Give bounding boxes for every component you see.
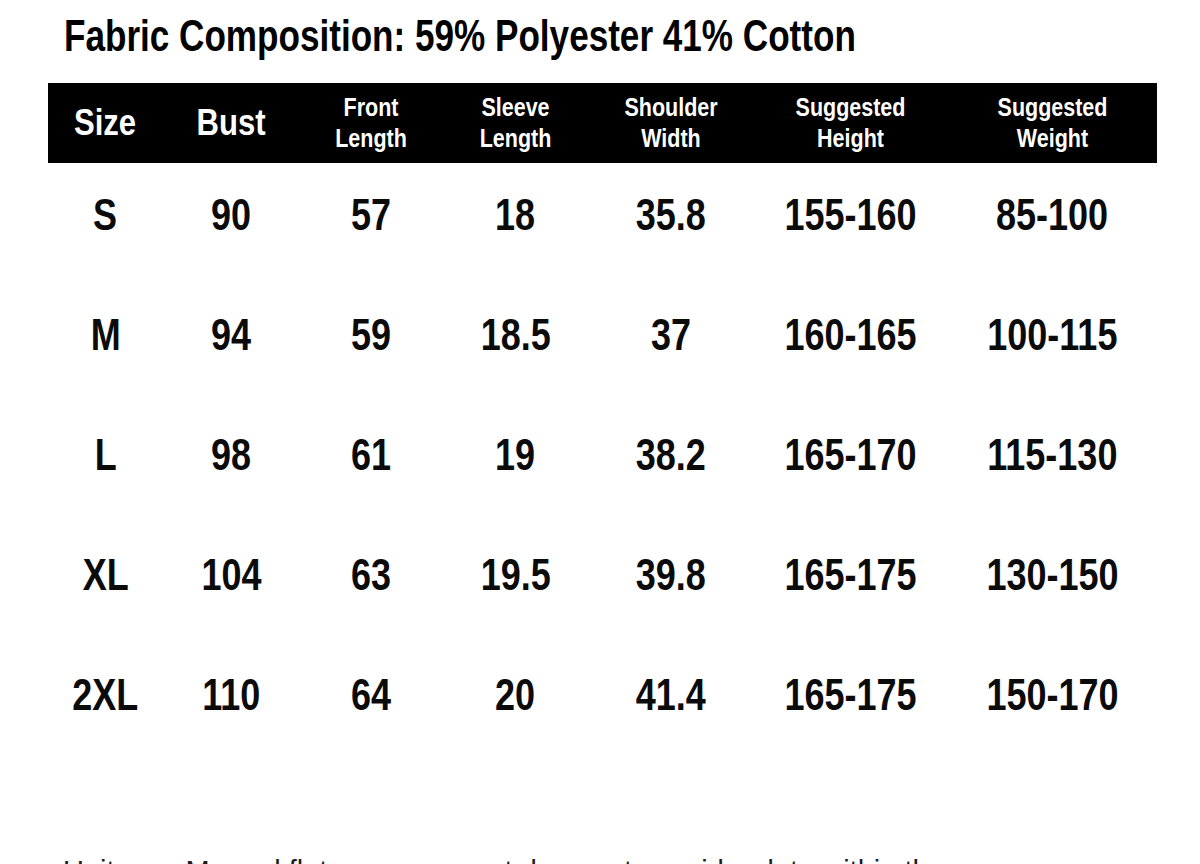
column-header-shoulder-width: Shoulder Width	[589, 83, 753, 163]
table-cell: 63	[300, 515, 442, 635]
table-cell: 37	[589, 275, 753, 395]
table-row-2xl: 2XL 110 64 20 41.4 165-175 150-170	[48, 635, 1157, 755]
page-title: Fabric Composition: 59% Polyester 41% Co…	[64, 10, 1079, 62]
table-cell: 160-165	[753, 275, 948, 395]
table-header-row: Size Bust Front Length Sleeve Length Sho…	[48, 83, 1157, 163]
size-chart-table: Size Bust Front Length Sleeve Length Sho…	[48, 83, 1157, 755]
table-row-s: S 90 57 18 35.8 155-160 85-100	[48, 155, 1157, 275]
table-cell: 165-175	[753, 635, 948, 755]
table-cell: 165-175	[753, 515, 948, 635]
table-cell: 94	[163, 275, 300, 395]
measurement-disclaimer: Unit: cm Manual flat measurement does no…	[63, 769, 945, 864]
page-title-text: Fabric Composition: 59% Polyester 41% Co…	[64, 10, 856, 62]
table-row-m: M 94 59 18.5 37 160-165 100-115	[48, 275, 1157, 395]
table-cell: 165-170	[753, 395, 948, 515]
table-cell: 98	[163, 395, 300, 515]
table-cell: 38.2	[589, 395, 753, 515]
table-cell: 150-170	[948, 635, 1157, 755]
table-cell: 155-160	[753, 155, 948, 275]
table-cell: S	[48, 155, 163, 275]
table-cell: 2XL	[48, 635, 163, 755]
table-cell: 39.8	[589, 515, 753, 635]
table-row-l: L 98 61 19 38.2 165-170 115-130	[48, 395, 1157, 515]
table-cell: 85-100	[948, 155, 1157, 275]
table-cell: 19	[442, 395, 589, 515]
column-header-bust: Bust	[163, 83, 300, 163]
table-cell: 57	[300, 155, 442, 275]
disclaimer-line-1: Unit: cm Manual flat measurement does no…	[63, 851, 945, 864]
table-cell: 19.5	[442, 515, 589, 635]
table-cell: M	[48, 275, 163, 395]
column-header-sleeve-length: Sleeve Length	[442, 83, 589, 163]
column-header-front-length: Front Length	[300, 83, 442, 163]
table-cell: 64	[300, 635, 442, 755]
table-cell: 20	[442, 635, 589, 755]
column-header-size: Size	[48, 83, 163, 163]
table-body: S 90 57 18 35.8 155-160 85-100 M 94 59 1…	[48, 155, 1157, 755]
table-cell: 130-150	[948, 515, 1157, 635]
table-cell: 90	[163, 155, 300, 275]
table-cell: 115-130	[948, 395, 1157, 515]
table-cell: XL	[48, 515, 163, 635]
table-cell: 41.4	[589, 635, 753, 755]
table-cell: 59	[300, 275, 442, 395]
table-cell: 35.8	[589, 155, 753, 275]
table-cell: 61	[300, 395, 442, 515]
table-cell: 104	[163, 515, 300, 635]
table-cell: L	[48, 395, 163, 515]
table-cell: 110	[163, 635, 300, 755]
column-header-suggested-weight: Suggested Weight	[948, 83, 1157, 163]
table-cell: 100-115	[948, 275, 1157, 395]
table-cell: 18.5	[442, 275, 589, 395]
table-row-xl: XL 104 63 19.5 39.8 165-175 130-150	[48, 515, 1157, 635]
column-header-suggested-height: Suggested Height	[753, 83, 948, 163]
table-cell: 18	[442, 155, 589, 275]
